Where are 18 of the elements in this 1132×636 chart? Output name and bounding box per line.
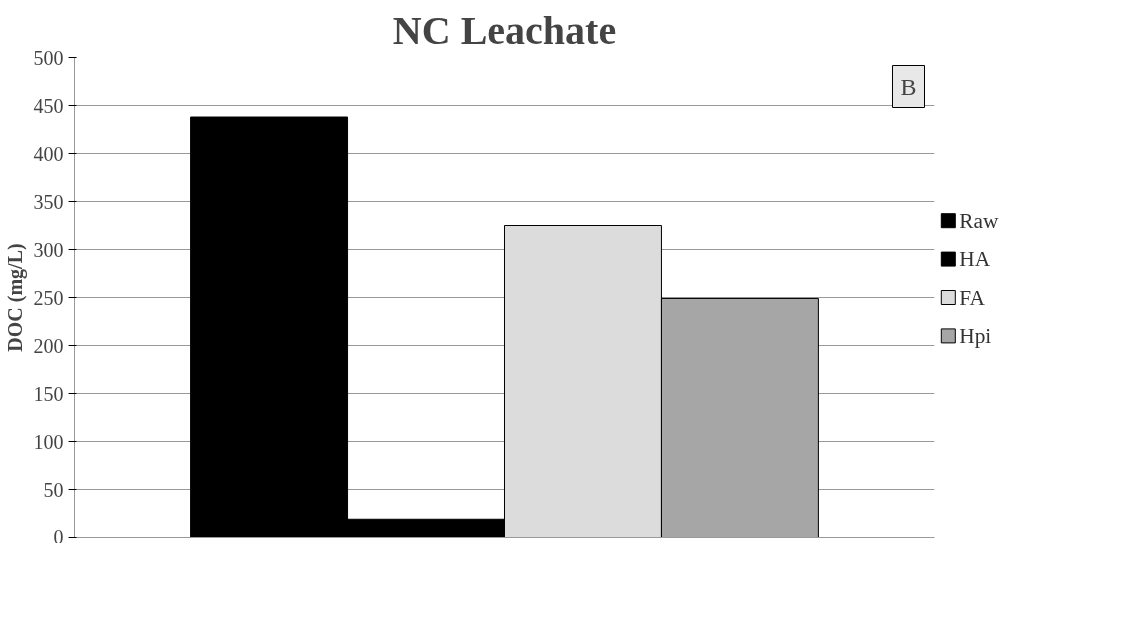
y-tick-label: 0 — [53, 525, 64, 548]
y-tick-label: 400 — [33, 142, 64, 165]
legend-label: FA — [959, 285, 986, 310]
y-tick-label: 350 — [33, 190, 64, 213]
y-tick-label: 50 — [43, 478, 64, 501]
y-tick-label: 150 — [33, 382, 64, 405]
y-tick-label: 450 — [33, 94, 64, 117]
annotation: B — [900, 73, 917, 100]
legend-label: HA — [959, 247, 991, 272]
y-tick-label: 100 — [33, 430, 64, 453]
y-tick-label: 250 — [33, 286, 64, 309]
y-tick-label: 200 — [33, 334, 64, 357]
y-tick-label: 500 — [33, 46, 64, 69]
legend-label: Raw — [959, 208, 999, 233]
y-axis-title: DOC (mg/L) — [3, 243, 27, 352]
legend-label: Hpi — [959, 323, 992, 348]
chart-title: NC Leachate — [392, 7, 617, 53]
y-tick-label: 300 — [33, 238, 64, 261]
